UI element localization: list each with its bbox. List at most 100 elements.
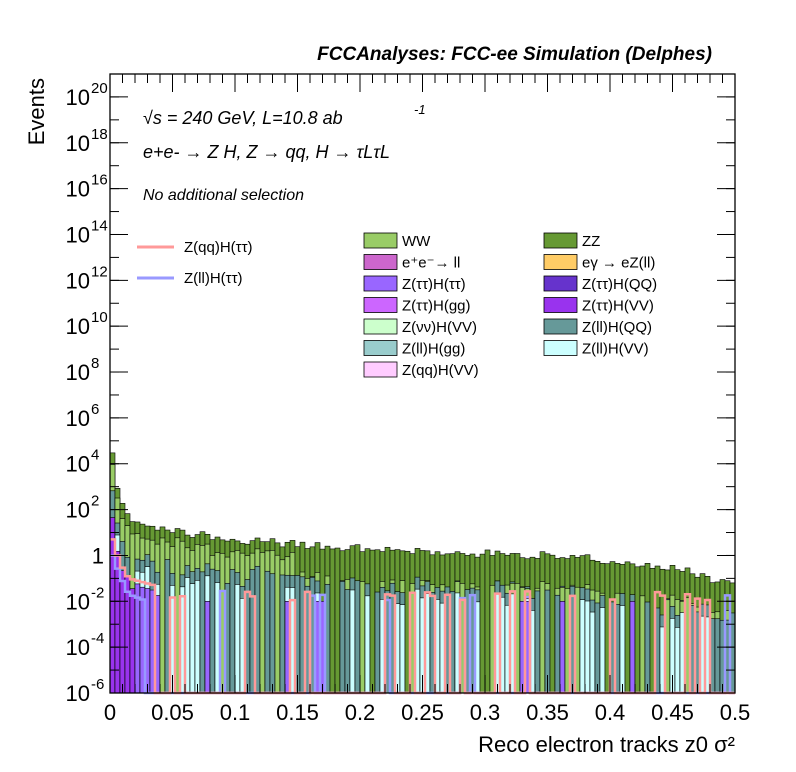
legend-swatch xyxy=(363,361,398,378)
x-tick-label: 0.25 xyxy=(401,700,444,725)
stack-bar xyxy=(549,554,556,694)
stack-bar xyxy=(359,581,366,694)
stack-bar xyxy=(159,537,166,694)
stack-bar xyxy=(259,552,266,694)
legend-label: Z(ll)H(VV) xyxy=(582,341,649,358)
legend-swatch xyxy=(543,318,578,335)
y-tick-label: 10 xyxy=(66,406,90,431)
stack-bar xyxy=(339,581,346,694)
y-tick-exponent: 20 xyxy=(91,80,108,97)
stack-bar xyxy=(349,589,356,694)
y-tick-label: 10 xyxy=(66,360,90,385)
stack-bar xyxy=(634,566,641,694)
legend-label: ZZ xyxy=(582,233,600,250)
y-tick-exponent: 14 xyxy=(91,217,108,234)
stack-bar xyxy=(619,605,626,694)
stack-bar xyxy=(584,600,591,694)
stack-bar xyxy=(589,611,596,694)
stack-bar xyxy=(559,600,566,694)
legend-label: Z(ll)H(QQ) xyxy=(582,319,652,336)
y-tick-label: 10 xyxy=(66,222,90,247)
legend-swatch xyxy=(363,275,398,292)
legend-swatch xyxy=(363,254,398,270)
legend-label: e⁺e⁻→ ll xyxy=(402,255,460,272)
legend-label: Z(ττ)H(ττ) xyxy=(402,276,466,293)
x-tick-label: 0.1 xyxy=(220,700,251,725)
x-axis-ticks: 0 0.05 0.1 0.15 0.2 0.25 0.3 0.35 0.4 0.45 0.5 xyxy=(104,74,750,725)
x-tick-label: 0.4 xyxy=(595,700,626,725)
x-tick-label: 0.35 xyxy=(526,700,569,725)
legend-swatch xyxy=(543,254,578,270)
y-tick-exponent: 16 xyxy=(91,172,108,189)
stack-bar xyxy=(674,627,681,694)
stack-bar xyxy=(209,568,216,694)
x-axis-title: Reco electron tracks z0 σ² xyxy=(478,732,735,757)
x-tick-label: 0.05 xyxy=(151,700,194,725)
legend-swatch xyxy=(363,297,398,313)
stack-bar xyxy=(624,561,631,694)
y-tick-exponent: -6 xyxy=(91,676,104,693)
stack-bar xyxy=(644,601,651,694)
legend-swatch xyxy=(543,340,578,356)
y-tick-label: 10 xyxy=(66,498,90,523)
legend-swatch xyxy=(363,340,398,356)
legend-swatch xyxy=(543,297,578,313)
stack-bar xyxy=(534,590,541,694)
stack-bar xyxy=(334,547,341,694)
stack-bar xyxy=(364,595,371,694)
stack-bar xyxy=(199,571,206,694)
stack-bar xyxy=(399,604,406,694)
legend-signal: Z(qq)H(ττ) Z(ll)H(ττ) xyxy=(137,239,253,287)
y-tick-exponent: 2 xyxy=(91,493,99,510)
x-tick-label: 0.45 xyxy=(651,700,694,725)
stack-bar xyxy=(594,602,601,694)
stack-bar xyxy=(344,589,351,694)
x-tick-label: 0.3 xyxy=(470,700,501,725)
stack-bar xyxy=(479,553,486,694)
stack-bar xyxy=(189,583,196,694)
legend-label: Z(νν)H(VV) xyxy=(402,319,477,336)
x-tick-label: 0.5 xyxy=(720,700,751,725)
legend-label: Z(ll)H(ττ) xyxy=(184,270,243,287)
y-tick-label: 10 xyxy=(66,85,90,110)
x-tick-label: 0.2 xyxy=(345,700,376,725)
stack-bar xyxy=(194,580,201,694)
stack-bar xyxy=(274,554,281,694)
stack-bar xyxy=(229,569,236,694)
legend-swatch xyxy=(363,232,398,249)
x-tick-label: 0 xyxy=(104,700,116,725)
legend-label: Z(ll)H(gg) xyxy=(402,341,465,358)
legend-label: Z(ττ)H(gg) xyxy=(402,298,471,315)
y-tick-label: 10 xyxy=(66,131,90,156)
stack-bar xyxy=(354,580,361,694)
y-tick-exponent: -2 xyxy=(91,584,104,601)
stack-bar xyxy=(129,588,136,694)
y-tick-label: 10 xyxy=(66,452,90,477)
y-tick-exponent: -4 xyxy=(91,630,104,647)
selection-label: No additional selection xyxy=(143,187,304,204)
stack-bar xyxy=(329,548,336,694)
energy-superscript: -1 xyxy=(414,102,426,117)
y-tick-exponent: 8 xyxy=(91,355,99,372)
process-label: e+e- → Z H, Z → qq, H → τLτL xyxy=(143,142,390,162)
stack-bar xyxy=(579,599,586,694)
stack-bar xyxy=(234,584,241,694)
stack-bar xyxy=(629,600,636,694)
legend-label: Z(qq)H(ττ) xyxy=(184,239,253,256)
legend-label: WW xyxy=(402,233,431,250)
legend-label: Z(ττ)H(QQ) xyxy=(582,276,657,293)
stack-bar xyxy=(639,595,646,694)
stack-bar xyxy=(204,600,211,694)
y-tick-exponent: 4 xyxy=(91,447,99,464)
y-tick-label: 10 xyxy=(66,177,90,202)
stack-bar xyxy=(374,591,381,694)
y-tick-label: 10 xyxy=(66,681,90,706)
legend-swatch xyxy=(363,318,398,335)
y-tick-label: 10 xyxy=(66,314,90,339)
y-axis-title: Events xyxy=(24,78,49,145)
stack-bar xyxy=(279,574,286,694)
y-tick-label: 10 xyxy=(66,589,90,614)
stack-bar xyxy=(554,594,561,694)
